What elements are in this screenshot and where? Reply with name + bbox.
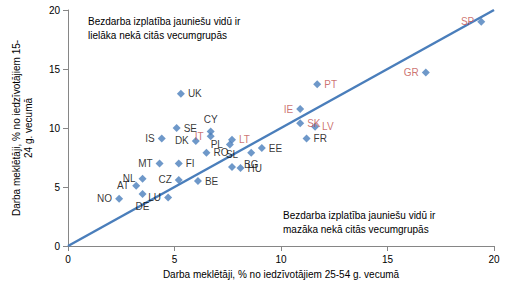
- svg-text:SE: SE: [183, 122, 197, 134]
- svg-text:mazāka nekā citās vecumgrupās: mazāka nekā citās vecumgrupās: [283, 224, 429, 235]
- svg-text:5: 5: [172, 254, 178, 265]
- svg-text:LT: LT: [239, 134, 250, 145]
- svg-text:FR: FR: [314, 133, 327, 144]
- svg-text:UK: UK: [188, 88, 202, 99]
- svg-text:NO: NO: [97, 193, 112, 204]
- svg-text:IT: IT: [195, 131, 204, 142]
- svg-text:0: 0: [65, 254, 71, 265]
- svg-text:Bezdarba izplatība jauniešu vi: Bezdarba izplatība jauniešu vidū ir: [88, 16, 241, 27]
- svg-text:20: 20: [49, 5, 61, 16]
- svg-text:BE: BE: [205, 176, 219, 187]
- svg-text:lielāka nekā citās vecumgrupās: lielāka nekā citās vecumgrupās: [88, 30, 227, 41]
- svg-text:5: 5: [54, 182, 60, 193]
- svg-text:LV: LV: [322, 121, 334, 132]
- svg-text:NL: NL: [122, 173, 136, 185]
- svg-text:0: 0: [54, 241, 60, 252]
- svg-text:10: 10: [275, 254, 287, 265]
- svg-text:15: 15: [382, 254, 394, 265]
- svg-text:MT: MT: [138, 158, 152, 169]
- svg-text:FI: FI: [186, 158, 195, 169]
- svg-text:SL: SL: [226, 149, 239, 160]
- svg-text:IS: IS: [145, 133, 155, 144]
- svg-text:DK: DK: [175, 135, 189, 146]
- svg-text:SK: SK: [307, 118, 321, 129]
- svg-text:DE: DE: [135, 200, 150, 212]
- svg-text:10: 10: [49, 123, 61, 134]
- svg-text:Darba meklētāji, % no iedzīvot: Darba meklētāji, % no iedzīvotājiem 25-5…: [163, 269, 400, 280]
- svg-text:RO: RO: [213, 147, 229, 159]
- svg-text:Bezdarba izplatība jauniešu vi: Bezdarba izplatība jauniešu vidū ir: [283, 210, 436, 221]
- svg-text:PL: PL: [210, 139, 223, 150]
- svg-text:24 g. vecumā: 24 g. vecumā: [23, 98, 34, 158]
- svg-text:AT: AT: [117, 180, 129, 191]
- svg-text:EE: EE: [269, 143, 283, 154]
- svg-text:PT: PT: [324, 79, 337, 90]
- svg-text:CY: CY: [204, 114, 218, 125]
- svg-text:GR: GR: [404, 67, 419, 78]
- svg-text:20: 20: [488, 254, 500, 265]
- svg-text:IE: IE: [284, 104, 294, 115]
- svg-text:LU: LU: [148, 192, 161, 203]
- svg-text:SP: SP: [461, 16, 475, 27]
- svg-text:Darba meklētāji, % no iedzīvot: Darba meklētāji, % no iedzīvotājiem 15-: [11, 40, 22, 216]
- svg-text:15: 15: [49, 64, 61, 75]
- svg-text:CZ: CZ: [158, 174, 171, 185]
- svg-text:HU: HU: [248, 163, 262, 174]
